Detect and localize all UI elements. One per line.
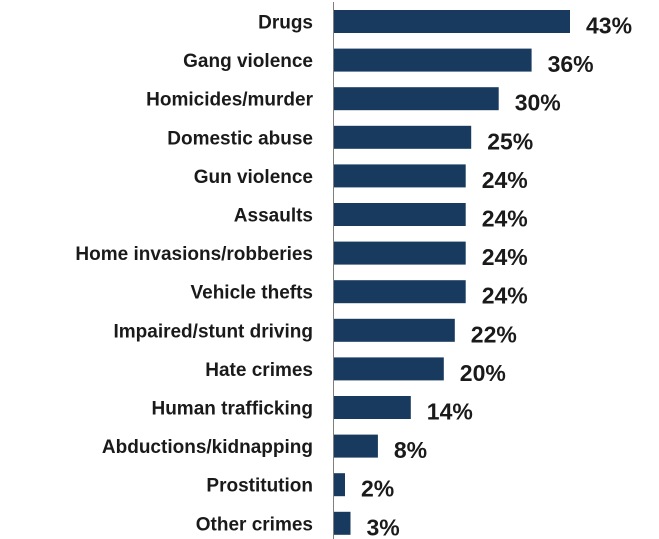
bar — [334, 203, 466, 226]
bar — [334, 10, 570, 33]
bar — [334, 434, 378, 458]
bar — [334, 87, 499, 111]
value-label: 22% — [471, 321, 517, 347]
value-label: 14% — [427, 399, 473, 425]
category-label: Other crimes — [196, 514, 313, 535]
bar — [334, 511, 351, 535]
category-label: Gun violence — [194, 167, 313, 188]
bar — [334, 473, 345, 497]
value-label: 36% — [548, 51, 594, 77]
category-label: Gang violence — [183, 51, 313, 72]
category-label: Domestic abuse — [167, 128, 313, 149]
value-label: 24% — [482, 244, 528, 270]
value-label: 30% — [515, 90, 561, 116]
bar — [334, 241, 466, 265]
category-label: Human trafficking — [151, 399, 313, 420]
bar — [334, 125, 472, 149]
bars-group — [334, 10, 570, 535]
category-label: Abductions/kidnapping — [102, 437, 313, 458]
bar — [334, 164, 466, 188]
bar — [334, 357, 444, 381]
bar — [334, 318, 455, 342]
value-label: 20% — [460, 360, 506, 386]
bar — [334, 280, 466, 304]
category-label: Assaults — [234, 206, 313, 227]
value-label: 3% — [367, 514, 400, 539]
value-label: 2% — [361, 476, 394, 502]
value-label: 24% — [482, 206, 528, 232]
value-labels-group: 43% 36% 30% 25% 24% 24% 24% 24% 22% 20% 14%8%2% 3% — [361, 13, 632, 539]
category-label: Home invasions/robberies — [75, 244, 313, 265]
bar — [334, 396, 411, 419]
value-label: 24% — [482, 167, 528, 193]
category-label: Hate crimes — [205, 360, 313, 381]
bar — [334, 48, 532, 72]
category-label: Vehicle thefts — [191, 283, 314, 304]
value-label: 8% — [394, 437, 427, 463]
value-label: 24% — [482, 283, 528, 309]
value-label: 25% — [487, 128, 533, 154]
category-label: Prostitution — [206, 476, 313, 497]
value-label: 43% — [586, 13, 632, 39]
category-label: Homicides/murder — [146, 90, 313, 111]
category-label: Drugs — [258, 13, 313, 34]
category-label: Impaired/stunt driving — [113, 321, 313, 342]
category-labels-group: Drugs Gang violence Homicides/murder Domest… — [75, 13, 313, 536]
